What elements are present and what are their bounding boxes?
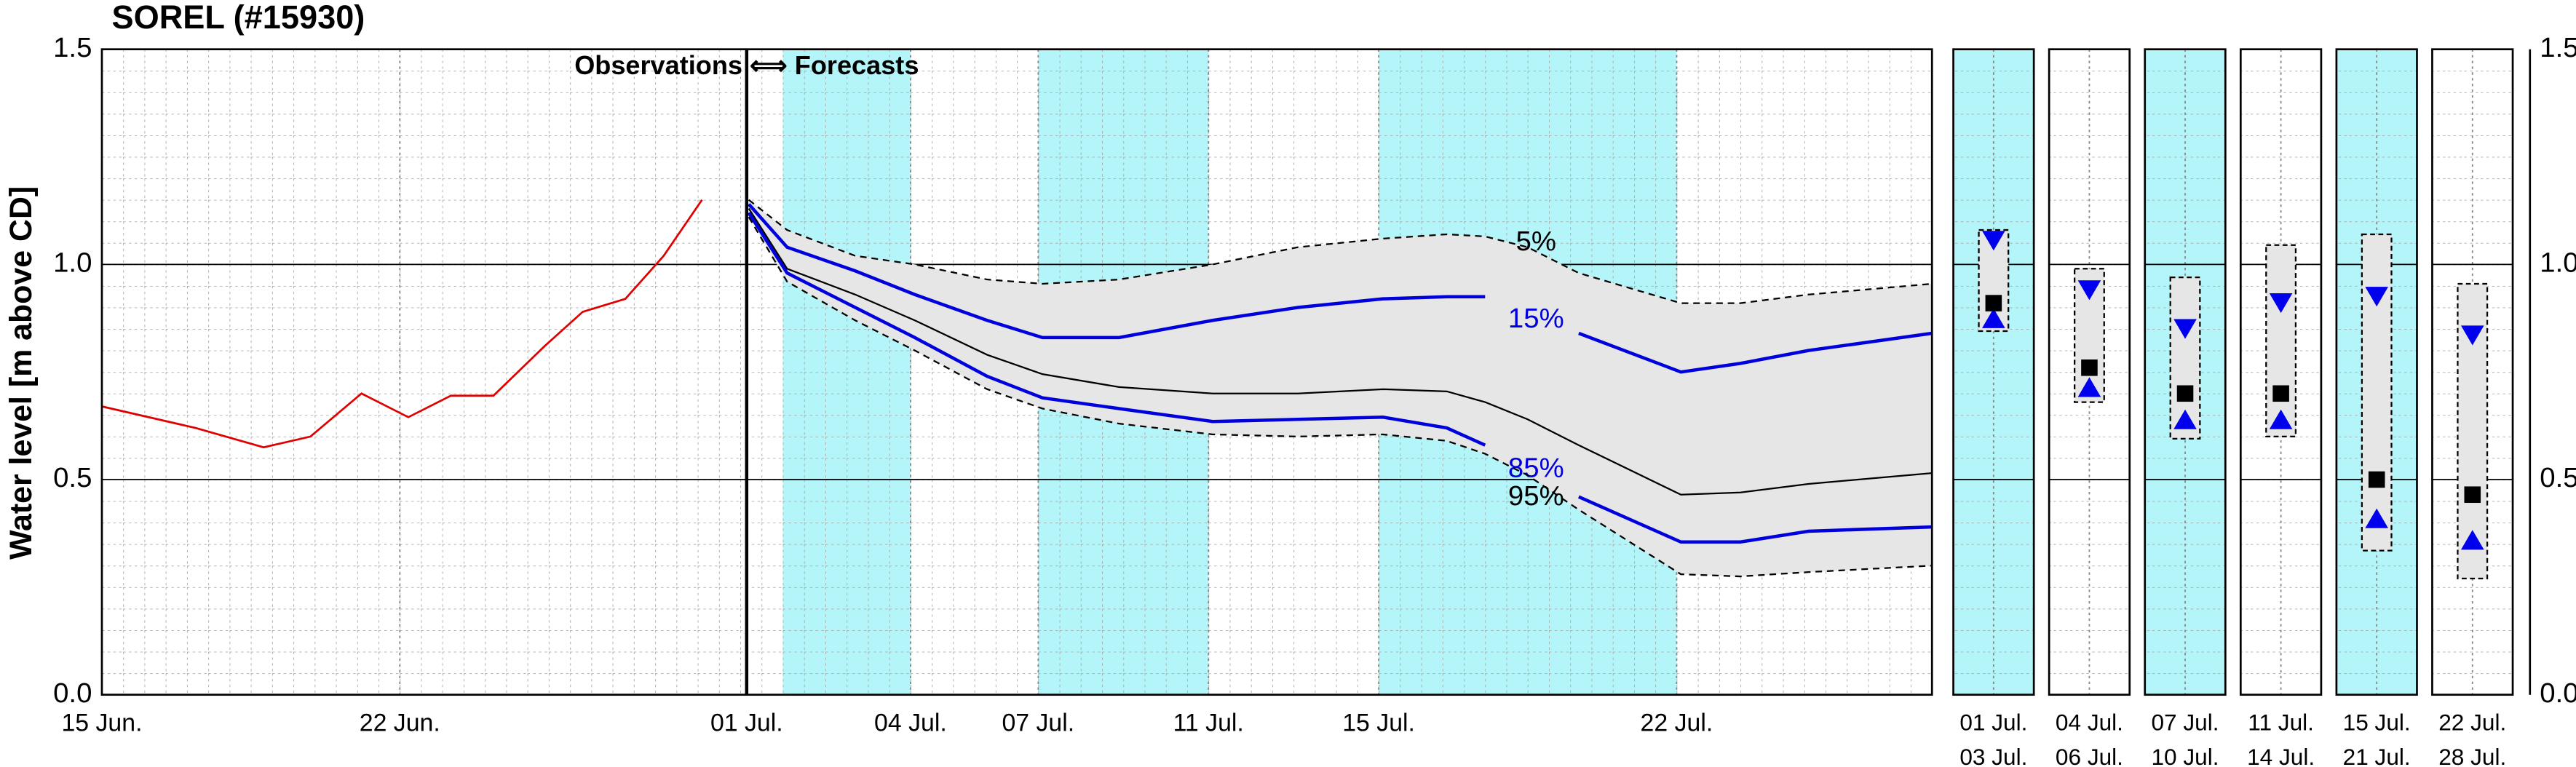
plot-frame [100,48,1933,696]
period-from: 22 Jul. [2438,710,2506,736]
period-from: 01 Jul. [1959,710,2027,736]
y2-tick-label: 1.5 [2540,32,2576,63]
period-to: 21 Jul. [2343,744,2411,767]
p15-marker [2269,293,2293,314]
median-marker [2176,385,2194,402]
range-box [2265,244,2297,438]
forecast-line [747,212,1933,544]
period-to: 14 Jul. [2247,744,2315,767]
y-tick-label: 0.0 [53,677,92,709]
p15-marker [2173,319,2197,339]
period-to: 03 Jul. [1959,744,2027,767]
forecast-line [748,207,1933,496]
median-marker [2464,486,2481,504]
annotation: Observations ⟺ Forecasts [574,50,919,80]
p15-marker [2077,280,2101,301]
p85-marker [2269,409,2293,429]
y-tick-label: 1.5 [53,32,92,63]
x-tick-label: 07 Jul. [1002,709,1074,736]
x-tick-label: 15 Jul. [1342,709,1415,736]
x-tick-label: 15 Jun. [61,709,142,736]
forecast-line [748,199,1933,304]
forecast-line [748,216,1933,578]
p85-marker [2460,530,2484,550]
forecast-line [748,203,1933,374]
period-to: 28 Jul. [2438,744,2506,767]
x-tick-label: 11 Jul. [1173,709,1244,736]
y-axis-label: Water level [m above CD] [4,186,39,560]
panel-frame [2144,48,2227,696]
period-from: 11 Jul. [2248,710,2314,736]
series-label: 95% [1508,480,1564,512]
period-to: 10 Jul. [2152,744,2219,767]
p85-marker [2173,409,2197,429]
chart-title: SOREL (#15930) [112,0,365,36]
panel-frame [1952,48,2035,696]
p15-marker [2460,325,2484,346]
forecast-band [748,199,1933,577]
p85-marker [2077,377,2101,397]
series-label: 5% [1516,226,1556,257]
x-tick-label: 22 Jul. [1641,709,1713,736]
p15-marker [1982,231,2005,251]
panel-frame [2431,48,2514,696]
period-from: 07 Jul. [2152,710,2219,736]
series-label: 15% [1508,303,1564,334]
panel-frame [2048,48,2131,696]
observed-line [101,199,703,449]
median-marker [2272,385,2289,402]
period-from: 04 Jul. [2056,710,2123,736]
p15-marker [2365,287,2388,307]
range-box [2361,233,2393,552]
series-label: 85% [1508,453,1564,484]
median-marker [1985,295,2002,311]
x-tick-label: 04 Jul. [874,709,947,736]
panel-frame [2239,48,2323,696]
y2-tick-label: 0.0 [2540,677,2576,709]
median-marker [2081,359,2098,376]
median-marker [2368,471,2385,488]
p85-marker [1982,308,2005,328]
x-tick-label: 22 Jun. [360,709,440,736]
period-from: 15 Jul. [2343,710,2411,736]
y-tick-label: 0.5 [53,462,92,493]
y-tick-label: 1.0 [53,247,92,279]
y2-tick-label: 0.5 [2540,462,2576,493]
x-tick-label: 01 Jul. [710,709,783,736]
y2-tick-label: 1.0 [2540,247,2576,279]
p85-marker [2365,508,2388,528]
panel-frame [2335,48,2418,696]
period-to: 06 Jul. [2056,744,2123,767]
